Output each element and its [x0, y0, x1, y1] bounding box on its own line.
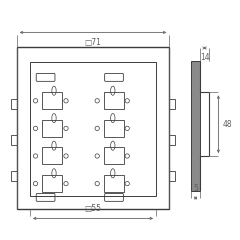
Bar [169, 171, 175, 181]
Text: □55: □55 [84, 204, 102, 213]
Bar [169, 99, 175, 109]
Text: 14: 14 [200, 53, 210, 62]
Bar [191, 61, 200, 191]
Bar [42, 120, 62, 137]
Bar [169, 135, 175, 145]
Bar [30, 62, 156, 196]
Bar [11, 135, 17, 145]
Bar [104, 120, 124, 137]
Bar [104, 92, 124, 109]
Bar [42, 175, 62, 192]
Bar [42, 92, 62, 109]
Bar [42, 147, 62, 164]
Bar [104, 175, 124, 192]
Text: 5: 5 [193, 184, 198, 193]
Text: 48: 48 [223, 120, 232, 129]
Text: □71: □71 [84, 38, 102, 47]
Bar [17, 47, 169, 209]
Bar [11, 99, 17, 109]
Bar [11, 171, 17, 181]
Bar [104, 147, 124, 164]
